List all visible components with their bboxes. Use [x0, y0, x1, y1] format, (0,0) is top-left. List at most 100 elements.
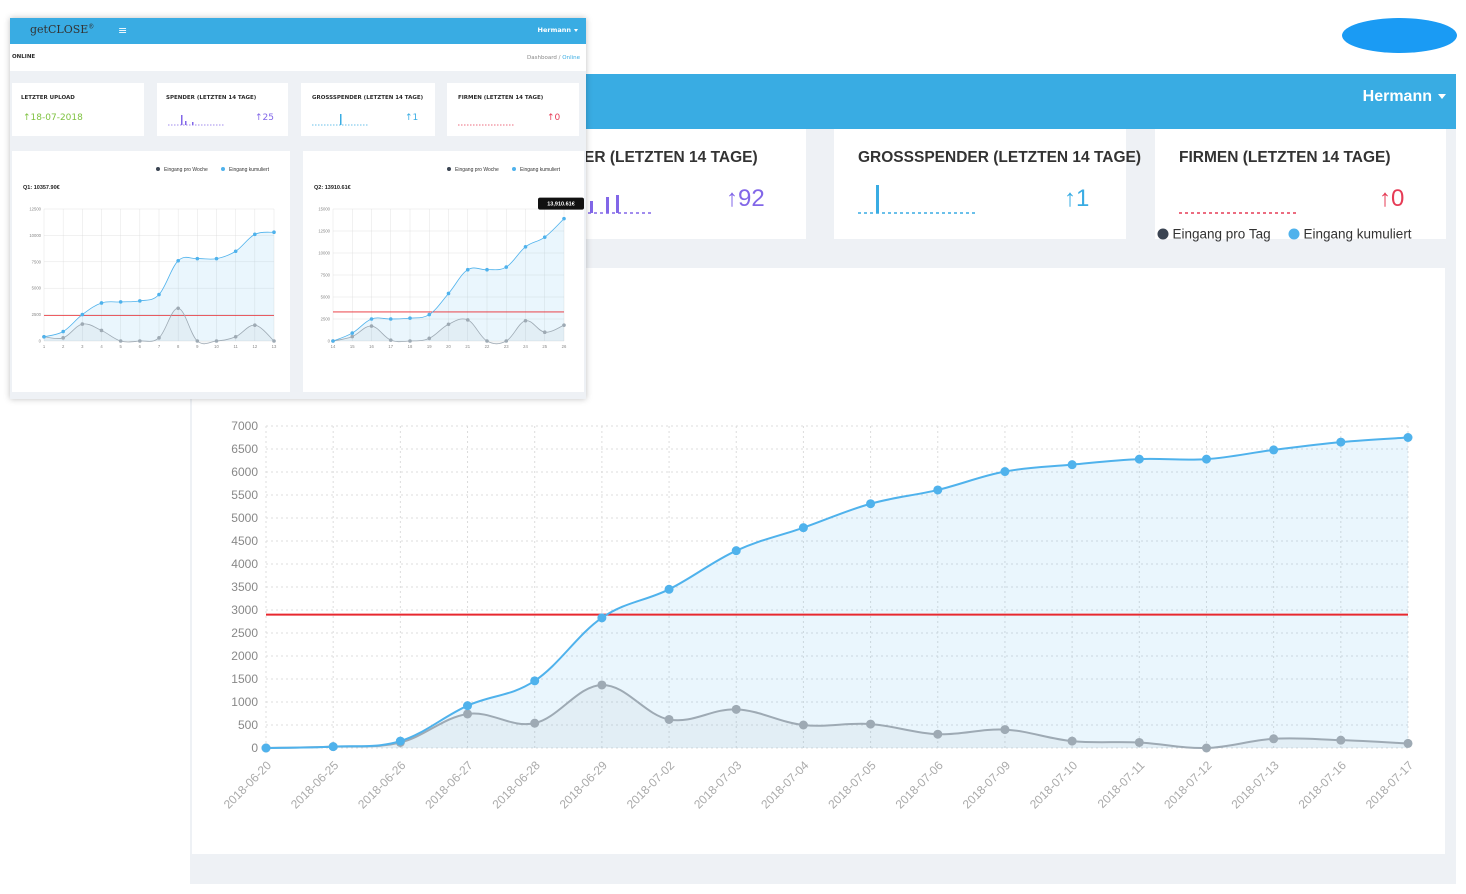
x-tick-label: 1: [43, 344, 46, 349]
x-tick-label: 2018-06-26: [355, 758, 409, 812]
q2-chart-panel: 0 2500 5000 7500 10000 12500 15000 14 15 16 17 18 19…: [303, 151, 584, 392]
x-tick-label: 24: [523, 344, 528, 349]
legend-marker: [512, 167, 516, 171]
data-point: [1201, 743, 1211, 753]
breadcrumb: Dashboard / Online: [527, 55, 580, 61]
q1-chart-panel: 0 2500 5000 7500 10000 12500 1 2 3 4 5 6 7 8 9 10 11 12 13…: [12, 151, 290, 392]
data-point: [731, 704, 741, 714]
data-point: [253, 323, 257, 327]
x-tick-label: 15: [350, 344, 355, 349]
data-point: [504, 339, 509, 343]
breadcrumb-home[interactable]: Dashboard: [527, 55, 557, 61]
data-point: [369, 324, 374, 328]
x-tick-label: 5: [119, 344, 122, 349]
data-point: [465, 267, 470, 272]
data-point: [272, 339, 276, 343]
data-point: [176, 306, 180, 311]
data-point: [485, 339, 489, 343]
data-point: [1269, 445, 1279, 455]
data-point: [866, 719, 876, 729]
data-point: [118, 339, 123, 343]
card-value: ↑0: [1379, 185, 1405, 212]
y-tick-label: 2500: [321, 316, 331, 321]
y-tick-label: 2000: [231, 649, 258, 663]
data-point: [664, 584, 674, 594]
y-tick-label: 10000: [29, 233, 41, 238]
data-point: [1134, 737, 1144, 747]
y-tick-label: 2500: [231, 626, 258, 640]
x-tick-label: 2018-07-17: [1363, 758, 1417, 812]
sparkline: [1179, 212, 1299, 214]
x-tick-label: 2018-07-16: [1296, 758, 1350, 812]
breadcrumb-current: Online: [562, 55, 580, 61]
x-tick-label: 2018-06-27: [422, 758, 476, 812]
user-menu[interactable]: Hermann: [1363, 88, 1446, 106]
y-tick-label: 1500: [231, 672, 258, 686]
y-tick-label: 1000: [231, 695, 258, 709]
x-tick-label: 2018-06-20: [221, 758, 275, 812]
y-tick-label: 5000: [321, 294, 331, 299]
card-value: ↑0: [547, 113, 561, 123]
x-tick-label: 10: [214, 344, 219, 349]
data-point: [933, 485, 943, 495]
data-point: [214, 339, 219, 343]
data-point: [798, 720, 808, 730]
data-point: [463, 709, 473, 719]
y-tick-label: 5500: [231, 488, 258, 502]
legend-label: Eingang kumuliert: [520, 167, 561, 173]
user-name: Hermann: [1362, 88, 1432, 105]
data-point: [1403, 433, 1413, 442]
menu-icon[interactable]: ≡: [118, 24, 128, 37]
y-tick-label: 4500: [231, 534, 258, 548]
y-tick-label: 7000: [231, 419, 258, 433]
legend-label: Eingang pro Tag: [1173, 227, 1271, 242]
data-point: [157, 292, 161, 297]
x-tick-label: 2018-06-28: [490, 758, 544, 812]
data-point: [427, 312, 432, 317]
data-point: [80, 322, 85, 326]
card-value: ↑25: [255, 113, 274, 123]
data-point: [99, 301, 104, 305]
x-tick-label: 2018-06-25: [288, 758, 342, 812]
y-tick-label: 2500: [32, 312, 42, 317]
data-point: [233, 249, 238, 254]
data-point: [176, 258, 180, 263]
x-tick-label: 4: [100, 344, 103, 349]
data-point: [465, 318, 470, 322]
app-logo[interactable]: getCLOSE®: [30, 23, 95, 36]
data-point: [233, 334, 238, 339]
data-point: [427, 336, 432, 341]
user-menu[interactable]: Hermann: [538, 26, 578, 34]
y-tick-label: 6500: [231, 442, 258, 456]
x-tick-label: 18: [408, 344, 413, 349]
legend-marker: [221, 167, 225, 171]
sparkline: [168, 115, 224, 126]
data-point: [446, 322, 451, 327]
daily-area: [266, 684, 1408, 749]
x-tick-label: 2018-07-13: [1228, 758, 1282, 812]
y-tick-label: 0: [39, 338, 42, 343]
data-point: [331, 339, 335, 343]
data-point: [664, 714, 674, 724]
card-grossspender: GROSSSPENDER (LETZTEN 14 TAGE) ↑1: [301, 83, 435, 136]
legend-label: Eingang kumuliert: [229, 167, 270, 173]
y-tick-label: 6000: [231, 465, 258, 479]
daily-chart: 0 500 1000 1500 2000 2500 3000 3500 4000 4500 5000…: [221, 227, 1417, 812]
x-tick-label: 23: [504, 344, 509, 349]
data-point: [1269, 734, 1279, 744]
data-point: [395, 736, 405, 746]
data-point: [214, 256, 219, 261]
y-tick-label: 10000: [318, 250, 330, 255]
chart-title: Q1: 10357.90€: [23, 185, 60, 191]
x-tick-label: 20: [446, 344, 451, 349]
daily-area: [44, 308, 274, 344]
data-point: [369, 317, 374, 321]
sparkline: [588, 195, 654, 214]
card-letzter-upload: LETZTER UPLOAD ↑18-07-2018: [12, 83, 144, 136]
card-firmen: FIRMEN (LETZTEN 14 TAGE) ↑0: [447, 83, 579, 136]
data-point: [1201, 454, 1211, 464]
tooltip-text: 13,910.61€: [547, 202, 575, 208]
data-point: [542, 330, 547, 334]
card-title: SPENDER (LETZTEN 14 TAGE): [166, 95, 257, 101]
